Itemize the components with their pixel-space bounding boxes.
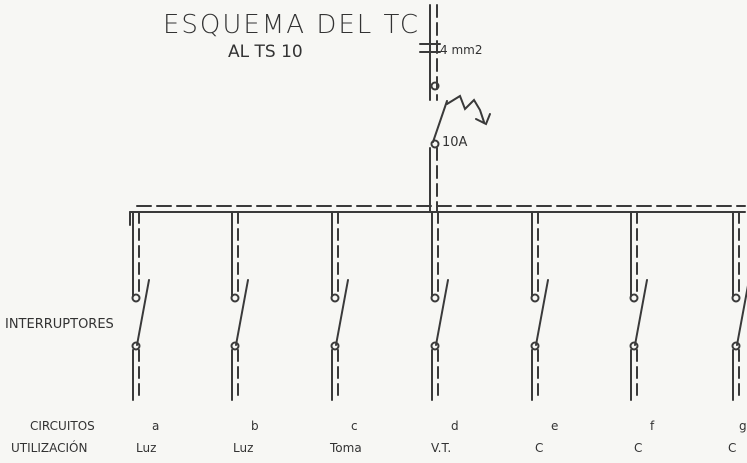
usage-row-label: UTILIZACIÓN: [11, 441, 88, 455]
circuit-usage-d: V.T.: [431, 441, 452, 455]
circuit-id-e: e: [551, 419, 559, 433]
breaker-rating-label: 10A: [442, 135, 468, 150]
circuit-usage-b: Luz: [233, 441, 254, 455]
circuit-usage-g: C: [728, 441, 737, 455]
circuit-id-a: a: [152, 419, 160, 433]
branch-c-bottom-contact: [330, 341, 340, 351]
branch-a-switch-lever: [136, 279, 150, 346]
diagram-title: ESQUEMA DEL TC: [163, 10, 421, 40]
circuit-usage-c: Toma: [330, 441, 362, 455]
main-breaker-bottom-contact: [430, 139, 440, 149]
branch-f-switch-lever: [634, 279, 648, 346]
branch-b-top-contact: [230, 293, 240, 303]
branch-c-switch-lever: [335, 279, 349, 346]
main-breaker-thermal-symbol: [446, 94, 485, 123]
circuit-id-g: g: [739, 419, 747, 433]
circuit-usage-f: C: [634, 441, 643, 455]
circuit-id-b: b: [251, 419, 259, 433]
branch-a-bottom-contact: [131, 341, 141, 351]
branch-d-switch-lever: [435, 279, 449, 346]
circuit-id-c: c: [351, 419, 358, 433]
branch-d-bottom-contact: [430, 341, 440, 351]
branch-g-switch-lever: [736, 285, 747, 346]
branch-g-top-contact: [731, 293, 741, 303]
switches-label: INTERRUPTORES: [5, 317, 114, 332]
branch-f-bottom-contact: [629, 341, 639, 351]
branch-e-bottom-contact: [530, 341, 540, 351]
circuits-row-label: CIRCUITOS: [30, 419, 95, 433]
branch-e-top-contact: [530, 293, 540, 303]
branch-b-bottom-contact: [230, 341, 240, 351]
circuit-id-d: d: [451, 419, 459, 433]
branch-b-switch-lever: [235, 279, 249, 346]
main-breaker-top-contact: [430, 81, 440, 91]
cable-section-label: 4 mm2: [440, 43, 483, 57]
diagram-subtitle: AL TS 10: [228, 42, 303, 62]
circuit-usage-e: C: [535, 441, 544, 455]
branch-e-switch-lever: [535, 279, 549, 346]
branch-d-top-contact: [430, 293, 440, 303]
branch-g-bottom-contact: [731, 341, 741, 351]
circuit-id-f: f: [650, 419, 655, 433]
circuit-usage-a: Luz: [136, 441, 157, 455]
branch-f-top-contact: [629, 293, 639, 303]
branch-a-top-contact: [131, 293, 141, 303]
main-breaker-arrow-head: [475, 113, 491, 126]
branch-c-top-contact: [330, 293, 340, 303]
main-breaker-lever: [432, 100, 448, 143]
